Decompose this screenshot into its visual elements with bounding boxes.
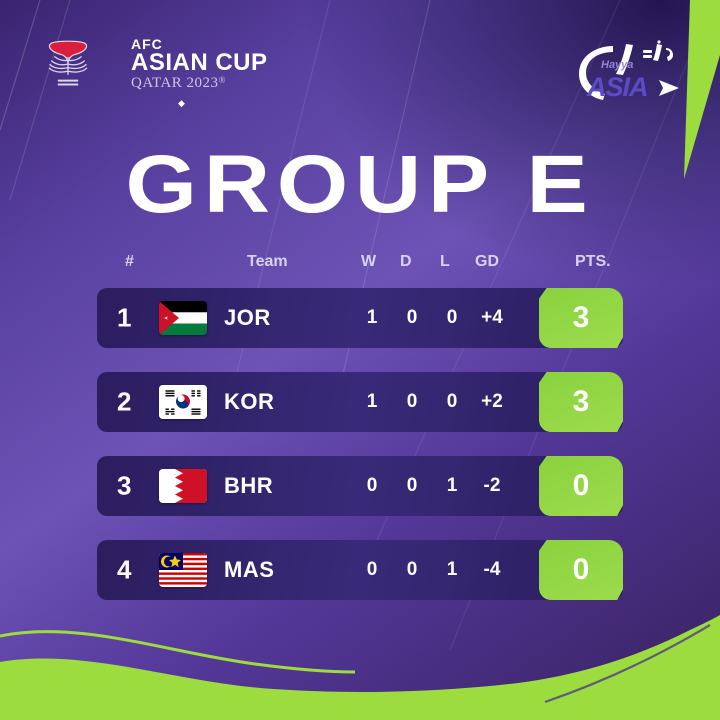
svg-text:ASIA: ASIA — [586, 72, 648, 102]
svg-text:Hayya: Hayya — [601, 59, 633, 71]
